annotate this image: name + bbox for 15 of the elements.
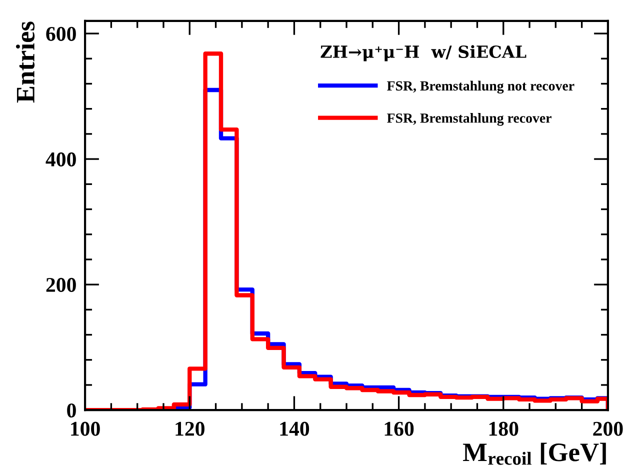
y-tick-label: 0: [67, 403, 76, 418]
x-tick-label: 180: [489, 422, 518, 436]
x-axis-title: M$_{recoil}$ [GeV]: [462, 442, 606, 465]
y-tick-label: 200: [46, 278, 76, 292]
y-tick-label: 400: [46, 152, 76, 166]
y-axis-title: Entries: [16, 22, 35, 103]
x-tick-label: 140: [280, 422, 310, 436]
y-tick-label: 600: [46, 26, 76, 41]
legend-label: FSR, Bremstahlung recover: [387, 113, 552, 126]
x-tick-label: 200: [593, 422, 623, 436]
legend-label: FSR, Bremstahlung not recover: [387, 80, 574, 94]
x-tick-label: 100: [71, 422, 100, 436]
legend-title: ZH→μ⁺μ⁻H w/ SiECAL: [320, 45, 526, 62]
x-tick-label: 120: [176, 422, 204, 436]
x-tick-label: 160: [384, 422, 414, 436]
